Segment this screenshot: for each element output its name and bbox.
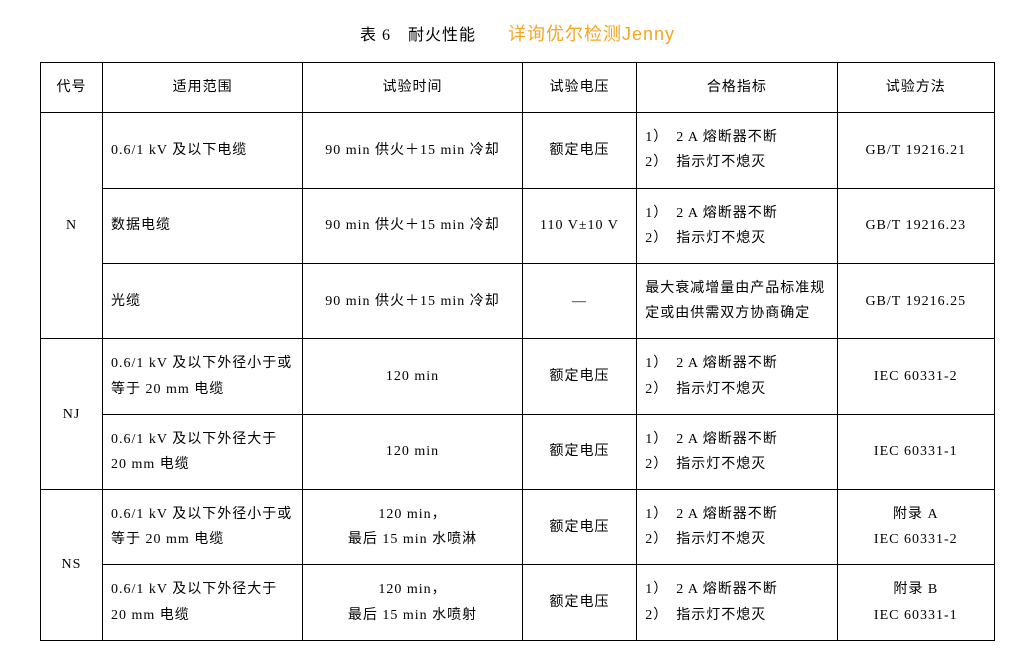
cell-voltage: 额定电压	[522, 414, 636, 489]
criteria-line: 2） 指示灯不熄灭	[645, 377, 828, 402]
cell-scope: 0.6/1 kV 及以下外径大于 20 mm 电缆	[103, 565, 303, 640]
header-criteria: 合格指标	[637, 63, 837, 113]
criteria-line: 2） 指示灯不熄灭	[645, 150, 828, 175]
header-method: 试验方法	[837, 63, 994, 113]
table-row: 光缆90 min 供火＋15 min 冷却—最大衰减增量由产品标准规定或由供需双…	[41, 263, 995, 338]
cell-time: 90 min 供火＋15 min 冷却	[303, 113, 522, 188]
cell-method: GB/T 19216.23	[837, 188, 994, 263]
criteria-line: 2） 指示灯不熄灭	[645, 603, 828, 628]
criteria-line: 1） 2 A 熔断器不断	[645, 577, 828, 602]
table-row: NJ0.6/1 kV 及以下外径小于或等于 20 mm 电缆120 min额定电…	[41, 339, 995, 414]
cell-time: 120 min	[303, 339, 522, 414]
cell-method: IEC 60331-1	[837, 414, 994, 489]
table-row: N0.6/1 kV 及以下电缆90 min 供火＋15 min 冷却额定电压1）…	[41, 113, 995, 188]
table-body: N0.6/1 kV 及以下电缆90 min 供火＋15 min 冷却额定电压1）…	[41, 113, 995, 641]
cell-method: GB/T 19216.25	[837, 263, 994, 338]
table-row: 数据电缆90 min 供火＋15 min 冷却110 V±10 V1） 2 A …	[41, 188, 995, 263]
cell-voltage: 额定电压	[522, 490, 636, 565]
criteria-line: 1） 2 A 熔断器不断	[645, 125, 828, 150]
cell-criteria: 1） 2 A 熔断器不断2） 指示灯不熄灭	[637, 414, 837, 489]
table-title-wrap: 表 6 耐火性能 详询优尔检测Jenny	[40, 20, 995, 46]
header-voltage: 试验电压	[522, 63, 636, 113]
table-title-note: 详询优尔检测Jenny	[508, 20, 675, 46]
cell-time: 90 min 供火＋15 min 冷却	[303, 263, 522, 338]
cell-time: 120 min，最后 15 min 水喷射	[303, 565, 522, 640]
cell-criteria: 1） 2 A 熔断器不断2） 指示灯不熄灭	[637, 188, 837, 263]
cell-time: 120 min	[303, 414, 522, 489]
cell-code: NJ	[41, 339, 103, 490]
table-row: NS0.6/1 kV 及以下外径小于或等于 20 mm 电缆120 min，最后…	[41, 490, 995, 565]
cell-voltage: 额定电压	[522, 565, 636, 640]
criteria-line: 2） 指示灯不熄灭	[645, 527, 828, 552]
cell-scope: 0.6/1 kV 及以下外径小于或等于 20 mm 电缆	[103, 339, 303, 414]
header-scope: 适用范围	[103, 63, 303, 113]
cell-criteria: 1） 2 A 熔断器不断2） 指示灯不熄灭	[637, 565, 837, 640]
criteria-line: 1） 2 A 熔断器不断	[645, 427, 828, 452]
table-header-row: 代号 适用范围 试验时间 试验电压 合格指标 试验方法	[41, 63, 995, 113]
cell-criteria: 1） 2 A 熔断器不断2） 指示灯不熄灭	[637, 490, 837, 565]
criteria-line: 2） 指示灯不熄灭	[645, 452, 828, 477]
cell-scope: 0.6/1 kV 及以下电缆	[103, 113, 303, 188]
cell-code: N	[41, 113, 103, 339]
cell-scope: 数据电缆	[103, 188, 303, 263]
cell-scope: 0.6/1 kV 及以下外径大于 20 mm 电缆	[103, 414, 303, 489]
table-row: 0.6/1 kV 及以下外径大于 20 mm 电缆120 min额定电压1） 2…	[41, 414, 995, 489]
cell-method: GB/T 19216.21	[837, 113, 994, 188]
cell-criteria: 1） 2 A 熔断器不断2） 指示灯不熄灭	[637, 339, 837, 414]
cell-time: 120 min，最后 15 min 水喷淋	[303, 490, 522, 565]
title-prefix: 表 6	[360, 27, 391, 44]
cell-time: 90 min 供火＋15 min 冷却	[303, 188, 522, 263]
title-text: 耐火性能	[408, 27, 476, 44]
table-title: 表 6 耐火性能	[360, 21, 476, 45]
criteria-line: 1） 2 A 熔断器不断	[645, 201, 828, 226]
criteria-line: 2） 指示灯不熄灭	[645, 226, 828, 251]
cell-voltage: 额定电压	[522, 113, 636, 188]
header-time: 试验时间	[303, 63, 522, 113]
cell-voltage: 额定电压	[522, 339, 636, 414]
fire-resistance-table: 代号 适用范围 试验时间 试验电压 合格指标 试验方法 N0.6/1 kV 及以…	[40, 62, 995, 641]
criteria-line: 1） 2 A 熔断器不断	[645, 351, 828, 376]
cell-scope: 0.6/1 kV 及以下外径小于或等于 20 mm 电缆	[103, 490, 303, 565]
cell-scope: 光缆	[103, 263, 303, 338]
cell-voltage: —	[522, 263, 636, 338]
cell-method: IEC 60331-2	[837, 339, 994, 414]
cell-voltage: 110 V±10 V	[522, 188, 636, 263]
cell-criteria: 1） 2 A 熔断器不断2） 指示灯不熄灭	[637, 113, 837, 188]
criteria-line: 1） 2 A 熔断器不断	[645, 502, 828, 527]
header-code: 代号	[41, 63, 103, 113]
cell-code: NS	[41, 490, 103, 641]
cell-criteria: 最大衰减增量由产品标准规定或由供需双方协商确定	[637, 263, 837, 338]
cell-method: 附录 AIEC 60331-2	[837, 490, 994, 565]
table-row: 0.6/1 kV 及以下外径大于 20 mm 电缆120 min，最后 15 m…	[41, 565, 995, 640]
cell-method: 附录 BIEC 60331-1	[837, 565, 994, 640]
